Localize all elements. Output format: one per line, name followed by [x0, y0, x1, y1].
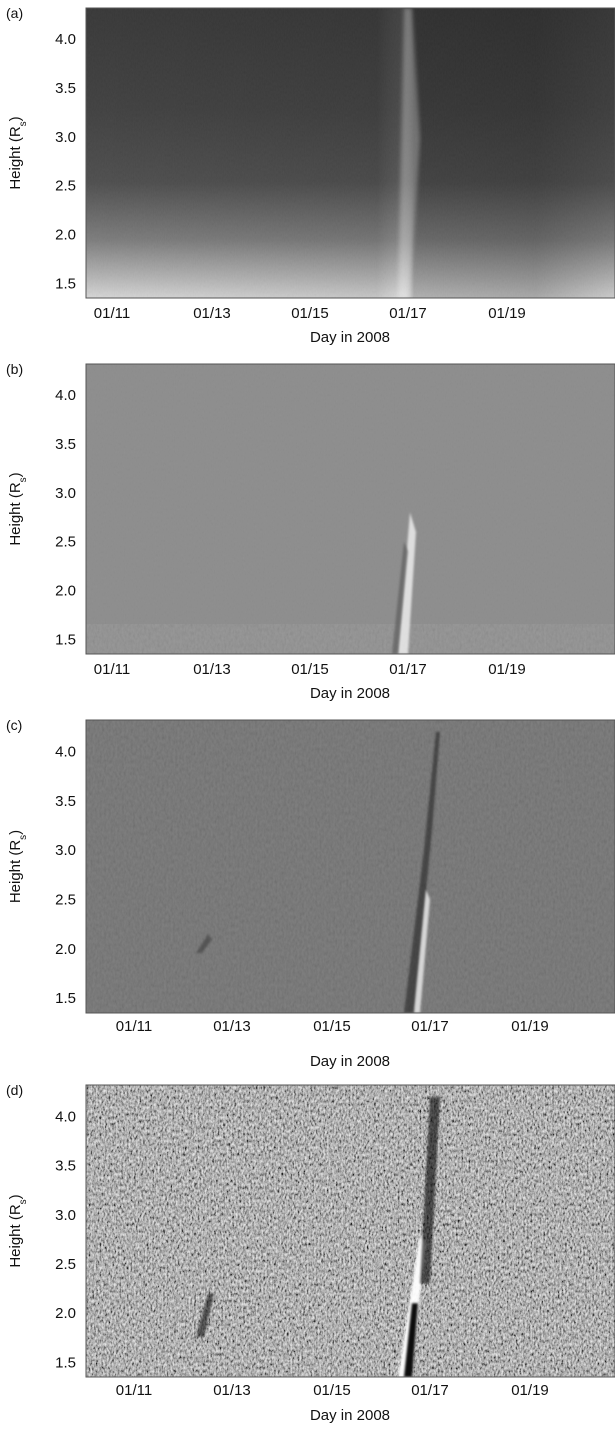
- panel-c: (c) 4.0 3.5 3.0 2.5 2.0 1.5 01/11 01/13 01/15 01/1…: [6, 717, 615, 1070]
- panel-b: (b) 4.0 3.5 3.0 2.5 2.0 1.5 01/11 01/13 01/15 01/1…: [6, 361, 615, 702]
- y-tick-label: 2.5: [55, 178, 76, 195]
- y-axis-title: Height (Rs): [7, 472, 29, 545]
- y-tick-label: 1.5: [55, 631, 76, 648]
- heatmap-image: [86, 8, 615, 298]
- y-tick-label: 2.5: [55, 534, 76, 551]
- y-tick-label: 3.5: [55, 80, 76, 97]
- x-tick-label: 01/11: [116, 1018, 152, 1035]
- panel-label: (b): [6, 361, 23, 377]
- y-tick-label: 3.0: [55, 842, 76, 859]
- y-tick-label: 1.5: [55, 1354, 76, 1371]
- panel-label: (a): [6, 5, 23, 21]
- panel-label: (d): [6, 1082, 23, 1098]
- x-axis-title: Day in 2008: [310, 685, 390, 702]
- x-tick-label: 01/13: [213, 1382, 251, 1399]
- heatmap-image: [86, 720, 615, 1013]
- heatmap-image: [86, 1085, 615, 1377]
- y-tick-label: 3.0: [55, 1207, 76, 1224]
- y-tick-label: 3.0: [55, 485, 76, 502]
- y-tick-label: 3.5: [55, 436, 76, 453]
- x-tick-label: 01/17: [389, 305, 427, 322]
- x-axis-title: Day in 2008: [310, 1053, 390, 1070]
- x-tick-label: 01/15: [313, 1018, 351, 1035]
- x-axis-title: Day in 2008: [310, 329, 390, 346]
- x-tick-label: 01/19: [511, 1382, 549, 1399]
- x-tick-label: 01/17: [389, 661, 427, 678]
- y-axis-title: Height (Rs): [7, 116, 29, 189]
- y-tick-label: 2.5: [55, 1256, 76, 1273]
- x-tick-label: 01/13: [193, 661, 231, 678]
- y-axis-title: Height (Rs): [7, 830, 29, 903]
- x-tick-label: 01/11: [94, 305, 130, 322]
- x-axis-title: Day in 2008: [310, 1407, 390, 1424]
- y-axis-title: Height (Rs): [7, 1194, 29, 1267]
- y-tick-label: 1.5: [55, 275, 76, 292]
- y-tick-label: 2.5: [55, 892, 76, 909]
- y-tick-label: 3.5: [55, 1158, 76, 1175]
- y-tick-label: 2.0: [55, 227, 76, 244]
- x-tick-label: 01/11: [94, 661, 130, 678]
- x-tick-label: 01/19: [511, 1018, 549, 1035]
- panel-d: (d) 4.0 3.5 3.0 2.5 2.0 1.5 01/11 01/13 01/15 01/1…: [6, 1082, 615, 1424]
- panel-a: (a) 4.0 3.5 3.0 2.5 2.0 1.5 01/11 01/13 01/15 01/1…: [6, 5, 615, 346]
- y-tick-label: 2.0: [55, 583, 76, 600]
- panel-label: (c): [6, 717, 22, 733]
- y-tick-label: 4.0: [55, 1108, 76, 1125]
- y-tick-label: 3.0: [55, 129, 76, 146]
- x-tick-label: 01/15: [291, 305, 329, 322]
- x-tick-label: 01/19: [488, 661, 526, 678]
- x-tick-label: 01/11: [116, 1382, 152, 1399]
- y-tick-label: 4.0: [55, 387, 76, 404]
- x-tick-label: 01/17: [411, 1382, 449, 1399]
- x-tick-label: 01/15: [313, 1382, 351, 1399]
- y-tick-label: 1.5: [55, 990, 76, 1007]
- heatmap-image: [86, 364, 615, 654]
- x-tick-label: 01/19: [488, 305, 526, 322]
- y-tick-label: 4.0: [55, 31, 76, 48]
- y-tick-label: 2.0: [55, 941, 76, 958]
- x-tick-label: 01/13: [213, 1018, 251, 1035]
- y-tick-label: 4.0: [55, 744, 76, 761]
- y-tick-label: 3.5: [55, 793, 76, 810]
- x-tick-label: 01/15: [291, 661, 329, 678]
- x-tick-label: 01/17: [411, 1018, 449, 1035]
- y-tick-label: 2.0: [55, 1305, 76, 1322]
- x-tick-label: 01/13: [193, 305, 231, 322]
